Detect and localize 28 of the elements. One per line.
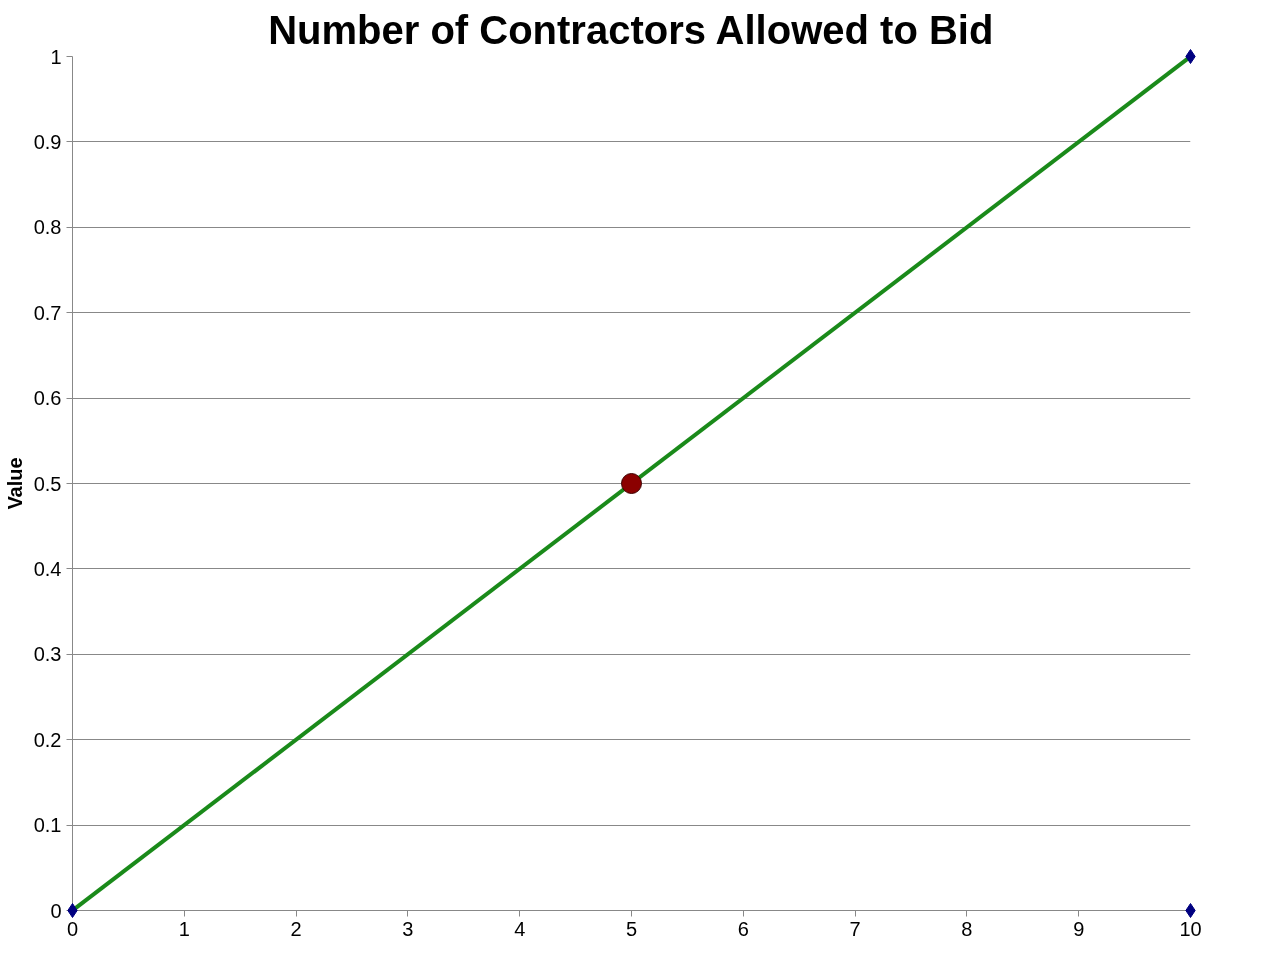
x-tick-label: 6 (737, 917, 749, 940)
y-tick-label: 0.8 (33, 216, 62, 239)
y-tick-label: 0.3 (33, 643, 62, 666)
x-tick-label: 10 (1179, 917, 1202, 940)
y-tick-label: 1 (50, 45, 62, 68)
point (621, 473, 642, 494)
y-tick-label: 0.4 (33, 557, 62, 580)
x-tick-label: 0 (66, 917, 79, 940)
y-tick-label: 0.2 (33, 728, 62, 751)
y-axis-title: Value (3, 457, 26, 510)
point (1185, 49, 1196, 64)
y-tick-label: 0.7 (33, 301, 62, 324)
x-tick-label: 3 (402, 917, 414, 940)
x-tick-label: 4 (514, 917, 526, 940)
x-tick-label: 5 (625, 917, 638, 940)
y-tick-label: 0.1 (33, 814, 62, 837)
point (67, 903, 78, 918)
point (1185, 903, 1196, 918)
x-tick-label: 2 (290, 917, 302, 940)
x-tick-label: 1 (178, 917, 190, 940)
y-tick-label: 0.5 (33, 472, 62, 495)
y-tick-label: 0.6 (33, 387, 62, 410)
x-tick-label: 7 (849, 917, 861, 940)
x-tick-label: 9 (1073, 917, 1085, 940)
chart-title: Number of Contractors Allowed to Bid (268, 7, 994, 52)
y-tick-label: 0.9 (33, 130, 62, 153)
x-tick-label: 8 (961, 917, 973, 940)
y-tick-label: 0 (50, 899, 62, 922)
